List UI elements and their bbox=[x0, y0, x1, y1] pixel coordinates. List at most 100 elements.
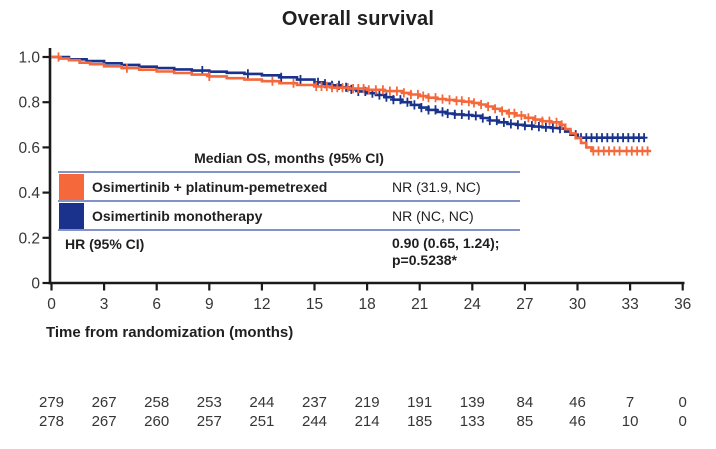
censor-mark bbox=[425, 105, 432, 115]
at-risk-count-row2: 133 bbox=[460, 413, 485, 430]
censor-mark bbox=[400, 88, 408, 98]
censor-mark bbox=[55, 52, 62, 62]
censor-mark bbox=[539, 116, 546, 126]
legend-swatch-osimertinib-monotherapy bbox=[59, 202, 84, 229]
censor-mark bbox=[518, 110, 525, 121]
hazard-ratio-label: HR (95% CI) bbox=[65, 236, 145, 252]
censor-mark bbox=[393, 86, 401, 96]
censor-mark bbox=[407, 89, 415, 100]
censor-mark bbox=[297, 75, 304, 85]
at-risk-count-row2: 214 bbox=[355, 413, 380, 430]
y-tick-label: 0.6 bbox=[18, 140, 40, 157]
censor-mark bbox=[542, 122, 550, 132]
censor-mark bbox=[470, 98, 478, 108]
censor-mark bbox=[511, 108, 518, 118]
censor-mark bbox=[558, 120, 566, 130]
censor-mark bbox=[439, 94, 446, 104]
censor-mark bbox=[404, 97, 411, 107]
censor-mark bbox=[528, 121, 536, 131]
censor-mark bbox=[372, 85, 380, 95]
y-tick-label: 1.0 bbox=[18, 50, 40, 67]
at-risk-count-row2: 251 bbox=[249, 413, 274, 430]
p-value: p=0.5238* bbox=[392, 252, 457, 268]
censor-mark bbox=[484, 101, 492, 112]
censor-mark bbox=[465, 110, 473, 120]
censor-mark bbox=[465, 97, 473, 107]
at-risk-count-row2: 278 bbox=[39, 413, 64, 430]
arm-label-mono: Osimertinib monotherapy bbox=[92, 207, 263, 224]
x-tick-label: 18 bbox=[358, 296, 375, 313]
censor-mark bbox=[500, 117, 508, 127]
censor-mark bbox=[269, 76, 276, 86]
at-risk-count-row2: 0 bbox=[679, 413, 687, 430]
censor-mark bbox=[365, 85, 373, 95]
at-risk-count-row1: 279 bbox=[39, 394, 64, 411]
at-risk-count-row2: 244 bbox=[302, 413, 327, 430]
censor-mark bbox=[244, 69, 252, 79]
censor-mark bbox=[644, 146, 651, 156]
x-tick-label: 33 bbox=[621, 296, 638, 313]
censor-mark bbox=[290, 78, 297, 88]
x-tick-label: 21 bbox=[411, 296, 428, 313]
censor-mark bbox=[432, 105, 439, 115]
x-tick-label: 36 bbox=[674, 296, 691, 313]
censor-mark bbox=[458, 96, 466, 106]
at-risk-count-row1: 267 bbox=[92, 394, 117, 411]
at-risk-count-row2: 257 bbox=[197, 413, 222, 430]
at-risk-count-row2: 85 bbox=[517, 413, 534, 430]
censor-mark bbox=[498, 106, 506, 116]
censor-mark bbox=[418, 103, 425, 113]
y-tick-label: 0.8 bbox=[18, 95, 40, 112]
censor-mark bbox=[486, 115, 494, 126]
x-tick-label: 24 bbox=[464, 296, 482, 313]
at-risk-count-row1: 139 bbox=[460, 394, 485, 411]
at-risk-count-row1: 84 bbox=[517, 394, 534, 411]
censor-mark bbox=[493, 115, 501, 126]
censor-mark bbox=[439, 107, 446, 117]
censor-mark bbox=[507, 119, 515, 129]
at-risk-count-row1: 253 bbox=[197, 394, 222, 411]
at-risk-count-row2: 185 bbox=[407, 413, 432, 430]
at-risk-count-row1: 258 bbox=[144, 394, 169, 411]
km-curve-osimertinib-platinum-pemetrexed bbox=[51, 55, 652, 153]
censor-mark bbox=[323, 81, 331, 91]
censor-mark bbox=[397, 95, 404, 105]
at-risk-count-row1: 46 bbox=[569, 394, 586, 411]
median-os-value-mono: NR (NC, NC) bbox=[392, 207, 474, 224]
x-tick-label: 15 bbox=[306, 296, 323, 313]
censor-mark bbox=[414, 89, 422, 100]
censor-mark bbox=[277, 72, 285, 82]
hazard-ratio-value: 0.90 (0.65, 1.24); p=0.5238* bbox=[392, 235, 499, 269]
censor-mark bbox=[425, 93, 432, 103]
hazard-ratio-row: HR (95% CI) 0.90 (0.65, 1.24); p=0.5238* bbox=[58, 231, 520, 276]
censor-mark bbox=[383, 92, 390, 102]
at-risk-count-row1: 7 bbox=[626, 394, 634, 411]
censor-mark bbox=[360, 84, 367, 94]
censor-mark bbox=[514, 120, 522, 130]
at-risk-count-row2: 46 bbox=[569, 413, 586, 430]
censor-mark bbox=[419, 91, 427, 101]
y-tick-label: 0.2 bbox=[18, 230, 40, 247]
table-row-mono-arm: Osimertinib monotherapy NR (NC, NC) bbox=[58, 200, 520, 229]
x-tick-label: 0 bbox=[47, 296, 56, 313]
censor-mark bbox=[446, 95, 453, 105]
censor-mark bbox=[535, 122, 543, 132]
table-row-combo-arm: Osimertinib + platinum-pemetrexed NR (31… bbox=[58, 171, 520, 200]
censor-mark bbox=[411, 100, 418, 110]
at-risk-count-row2: 260 bbox=[144, 413, 169, 430]
x-tick-label: 27 bbox=[516, 296, 533, 313]
at-risk-count-row1: 244 bbox=[249, 394, 274, 411]
censor-mark bbox=[640, 133, 648, 143]
x-tick-label: 6 bbox=[152, 296, 161, 313]
censor-mark bbox=[123, 63, 131, 73]
censor-mark bbox=[379, 85, 387, 95]
censor-mark bbox=[451, 109, 459, 119]
x-tick-label: 3 bbox=[100, 296, 109, 313]
x-tick-label: 9 bbox=[205, 296, 214, 313]
censor-mark bbox=[553, 117, 560, 127]
censor-mark bbox=[616, 146, 623, 156]
median-os-table: Median OS, months (95% CI) Osimertinib +… bbox=[58, 150, 520, 276]
censor-mark bbox=[432, 93, 439, 103]
